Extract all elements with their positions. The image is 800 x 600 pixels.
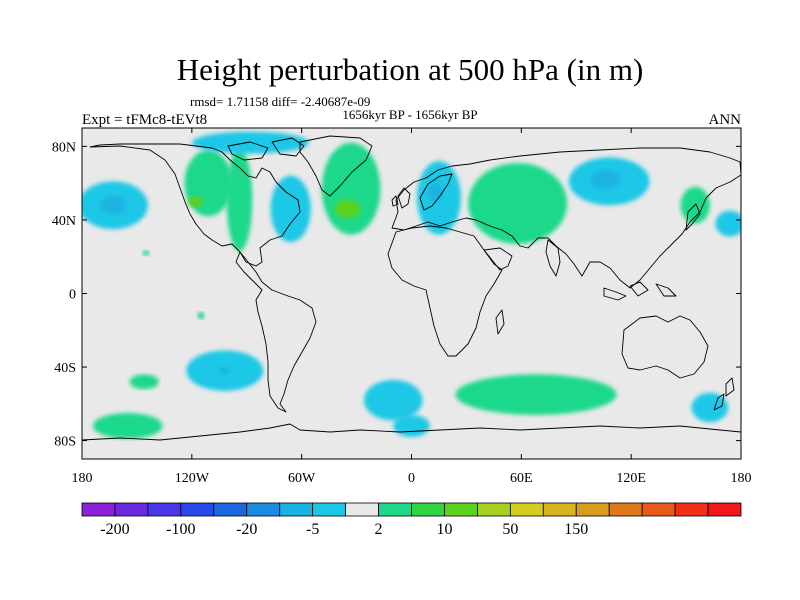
anomaly-patch <box>191 131 309 154</box>
colorbar-swatch <box>147 502 182 517</box>
colorbar-swatch <box>180 502 215 517</box>
anomaly-patch <box>715 210 741 237</box>
colorbar-swatch <box>411 502 445 517</box>
colorbar-swatch <box>707 502 742 517</box>
colorbar-swatch <box>213 502 248 517</box>
x-tick-label: 180 <box>72 471 93 486</box>
anomaly-patch <box>197 311 205 320</box>
anomaly-patch <box>427 183 443 202</box>
anomaly-patch <box>100 196 126 215</box>
colorbar-swatch <box>312 502 346 517</box>
colorbar-label: -5 <box>306 521 319 538</box>
coast-australia <box>621 315 709 379</box>
coast-south-america <box>235 251 317 413</box>
coast-japan <box>685 203 701 231</box>
x-tick-label: 180 <box>731 471 752 486</box>
y-tick-label: 80S <box>54 435 76 450</box>
y-tick-label: 0 <box>69 288 76 303</box>
x-axis: 180 120W 60W 0 60E 120E 180 <box>72 128 752 486</box>
anomaly-patch <box>92 413 163 439</box>
colorbar-label: 150 <box>564 521 588 538</box>
coast-antarctica <box>82 423 741 441</box>
x-tick-label: 120E <box>616 471 646 486</box>
coast-north-america <box>89 143 301 267</box>
anomaly-patch <box>691 392 729 423</box>
coast-new-zealand <box>713 377 735 411</box>
anomaly-patch <box>129 374 159 390</box>
season-label: ANN <box>709 112 742 128</box>
coast-arabia-india <box>483 239 561 277</box>
colorbar-label: -100 <box>166 521 195 538</box>
period-label: 1656kyr BP - 1656kyr BP <box>342 107 477 122</box>
coast-madagascar <box>495 309 505 335</box>
coast-scandinavia <box>419 173 453 211</box>
x-tick-label: 60W <box>288 471 316 486</box>
colorbar-swatch <box>345 502 379 517</box>
coast-africa <box>387 225 503 357</box>
colorbar-swatch <box>476 502 511 517</box>
y-axis: 80N 40N 0 40S 80S <box>52 140 741 450</box>
chart-title: Height perturbation at 500 hPa (in m) <box>177 52 644 87</box>
coast-greenland <box>299 135 373 197</box>
colorbar-swatch <box>575 502 610 517</box>
anomaly-patch <box>590 170 621 189</box>
anomaly-patch <box>219 367 231 375</box>
anomaly-patch <box>321 142 381 235</box>
anomaly-patch <box>142 250 150 256</box>
y-tick-label: 40N <box>52 214 76 229</box>
coast-eurasia <box>391 147 741 289</box>
colorbar-label: 50 <box>502 521 518 538</box>
colorbar-swatch <box>81 502 116 517</box>
colorbar-swatch <box>542 502 577 517</box>
x-tick-label: 60E <box>510 471 533 486</box>
colorbar: -200 -100 -20 -5 2 10 50 150 <box>81 502 742 538</box>
colorbar-swatch <box>378 502 412 517</box>
anomaly-patch <box>270 175 311 243</box>
coast-british-isles <box>391 187 411 209</box>
colorbar-label: 2 <box>375 521 383 538</box>
coast-indonesia <box>603 281 677 301</box>
anomaly-patch <box>468 162 568 244</box>
colorbar-swatch <box>246 502 281 517</box>
anomaly-patch <box>455 374 617 415</box>
colorbar-swatch <box>608 502 643 517</box>
y-tick-label: 80N <box>52 140 76 155</box>
y-tick-label: 40S <box>54 361 76 376</box>
colorbar-label: 10 <box>436 521 452 538</box>
stats-line: rmsd= 1.71158 diff= -2.40687e-09 <box>190 94 370 109</box>
anomaly-patch <box>334 199 361 219</box>
experiment-label: Expt = tFMc8-tEVt8 <box>82 112 207 128</box>
colorbar-swatch <box>674 502 709 517</box>
x-tick-label: 120W <box>175 471 210 486</box>
colorbar-label: -200 <box>100 521 129 538</box>
colorbar-swatch <box>641 502 676 517</box>
colorbar-label: -20 <box>236 521 257 538</box>
anomaly-patch <box>363 379 423 421</box>
x-tick-label: 0 <box>408 471 415 486</box>
coastlines <box>82 135 741 441</box>
colorbar-swatch <box>444 502 478 517</box>
colorbar-swatch <box>114 502 149 517</box>
colorbar-swatch <box>279 502 314 517</box>
anomaly-patch <box>393 414 430 437</box>
colorbar-swatch <box>509 502 544 517</box>
anomaly-patch <box>188 196 203 208</box>
anomaly-patch <box>184 150 233 217</box>
anomaly-patch <box>226 148 253 252</box>
